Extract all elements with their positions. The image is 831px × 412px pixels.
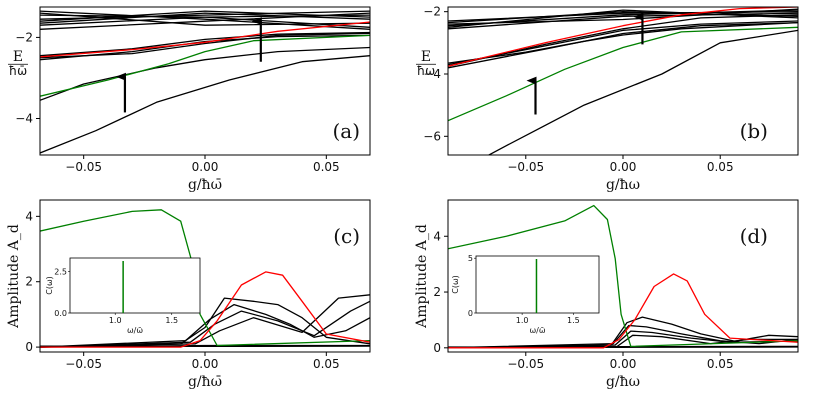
series-line-black (448, 11, 798, 22)
series-group (40, 10, 370, 154)
x-tick-label: 0.05 (707, 357, 734, 371)
inset-x-tick-label: 1.5 (567, 316, 580, 325)
x-tick-label: 0.00 (610, 160, 637, 174)
x-tick-label: 0.00 (192, 160, 219, 174)
inset-y-tick-label: 0.0 (54, 309, 67, 318)
x-tick-label: 0.00 (192, 357, 219, 371)
inset-plot: 1.0 1.5 0 5 ω/ω̄ C(ω) (451, 254, 600, 335)
inset-x-tick-label: 1.0 (516, 316, 529, 325)
series-line-red (40, 21, 370, 58)
series-line-black (448, 12, 798, 30)
y-tick-label: 0 (433, 341, 441, 355)
y-tick-label: 2 (25, 275, 33, 289)
series-line-red (448, 7, 798, 67)
y-axis-label-denominator: ħω (417, 64, 435, 78)
series-line-black (40, 14, 370, 26)
x-tick-label: 0.05 (313, 160, 340, 174)
panel-label: (a) (332, 119, 360, 143)
series-line-black (40, 32, 370, 59)
x-tick-label: −0.05 (65, 357, 102, 371)
y-axis-label: Amplitude A_d (6, 224, 22, 329)
y-tick-label: −2 (15, 30, 33, 44)
series-group (448, 204, 798, 349)
y-axis-label-denominator: ħω̄ (9, 64, 27, 78)
series-line-black (40, 10, 370, 22)
series-line-green (40, 34, 370, 97)
inset-frame (69, 257, 201, 314)
inset-frame (475, 255, 600, 314)
y-tick-label: −4 (15, 112, 33, 126)
inset-x-tick-label: 1.5 (165, 316, 178, 325)
series-line-black (40, 34, 370, 61)
y-axis-label-numerator: E (13, 49, 23, 65)
series-line-black (448, 330, 798, 349)
y-tick-label: −4 (423, 67, 441, 81)
x-tick-label: 0.05 (707, 160, 734, 174)
panel-1: −0.05 0.00 0.05 −2 −4 g/ħω̄ Eħω̄ (a) (8, 6, 371, 193)
x-tick-label: 0.05 (313, 357, 340, 371)
inset-y-axis-label: C(ω) (451, 275, 460, 294)
inset-x-axis-label: ω/ω̄ (529, 326, 545, 335)
panel-label: (d) (740, 224, 768, 248)
series-line-red (40, 271, 370, 348)
series-group (40, 209, 370, 348)
series-line-black (40, 294, 370, 348)
series-line-black (40, 31, 370, 57)
series-line-black (448, 9, 798, 28)
series-line-black (40, 303, 370, 348)
y-tick-label: −2 (423, 5, 441, 19)
y-axis-label-numerator: E (421, 49, 431, 65)
series-line-black (487, 29, 798, 155)
series-line-black (448, 14, 798, 67)
y-tick-label: 4 (25, 209, 33, 223)
series-group (448, 7, 798, 155)
series-line-black (40, 300, 370, 348)
x-tick-label: −0.05 (507, 357, 544, 371)
series-line-black (448, 21, 798, 64)
series-line-black (448, 21, 798, 69)
x-tick-label: −0.05 (65, 160, 102, 174)
panel-2: −0.05 0.00 0.05 −2 −4 −6 g/ħω Eħω (b) (416, 5, 799, 193)
x-axis-label: g/ħω̄ (188, 374, 222, 390)
series-line-black (40, 10, 370, 30)
series-line-black (40, 12, 370, 24)
inset-plot: 1.0 1.5 0.0 2.5 ω/ω̄ C(ω) (45, 257, 201, 335)
panel-label: (c) (333, 224, 360, 248)
series-line-black (40, 55, 370, 154)
y-tick-label: −6 (423, 129, 441, 143)
x-tick-label: −0.05 (507, 160, 544, 174)
y-axis-label: Amplitude A_d (414, 224, 430, 329)
series-line-black (40, 46, 370, 101)
series-line-red (448, 273, 798, 349)
inset-x-axis-label: ω/ω̄ (127, 326, 143, 335)
y-tick-label: 0 (25, 340, 33, 354)
inset-x-tick-label: 1.0 (109, 316, 122, 325)
inset-y-tick-label: 5 (468, 254, 473, 263)
y-tick-label: 2 (433, 285, 441, 299)
inset-y-tick-label: 2.5 (54, 267, 67, 276)
x-tick-label: 0.00 (610, 357, 637, 371)
x-axis-label: g/ħω (606, 374, 640, 390)
panel-label: (b) (740, 119, 768, 143)
x-axis-label: g/ħω̄ (188, 177, 222, 193)
series-line-green (448, 204, 798, 348)
inset-y-tick-label: 0 (468, 309, 473, 318)
x-axis-label: g/ħω (606, 177, 640, 193)
panel-3: −0.05 0.00 0.05 0 2 4 g/ħω̄ Amplitude A_d (c) 1.0… (6, 199, 371, 390)
series-line-green (448, 26, 798, 122)
y-tick-label: 4 (433, 229, 441, 243)
series-line-black (40, 12, 370, 26)
series-line-green (40, 209, 370, 347)
inset-y-axis-label: C(ω) (45, 276, 54, 295)
